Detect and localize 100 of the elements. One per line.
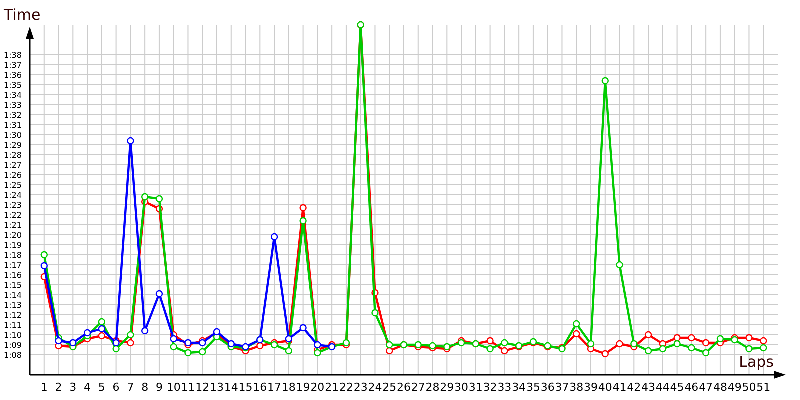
point [98,332,106,340]
point [55,337,62,345]
x-tick-label: 6 [112,381,120,394]
point [644,347,652,355]
x-tick-label: 25 [382,381,397,394]
y-tick-label: 1:12 [4,310,22,320]
x-tick-label: 36 [540,381,555,394]
point [156,195,164,203]
point [270,233,278,241]
point [314,349,322,357]
x-tick-label: 3 [70,381,77,394]
point [688,334,696,342]
y-tick-label: 1:08 [4,350,22,360]
x-tick-label: 19 [296,381,310,394]
x-tick-label: 9 [156,381,163,394]
y-tick-label: 1:38 [4,50,22,60]
x-axis-title: Laps [739,353,774,371]
x-tick-label: 35 [526,381,540,394]
point [616,261,624,269]
point [127,339,134,347]
x-tick-label: 32 [483,381,498,394]
point [300,217,307,225]
point [141,193,149,201]
point [501,347,508,355]
point [659,345,667,353]
x-tick-label: 33 [498,381,512,394]
point [602,77,609,85]
y-tick-label: 1:29 [4,140,22,150]
x-tick-label: 7 [127,381,134,394]
x-tick-label: 5 [98,381,106,394]
point [40,251,48,259]
x-tick-label: 34 [512,381,526,394]
point [285,347,293,355]
y-tick-label: 1:33 [4,100,22,110]
y-tick-label: 1:30 [4,130,22,140]
point [314,341,322,349]
x-tick-label: 40 [598,381,612,394]
point [386,341,394,349]
x-tick-label: 15 [238,381,253,394]
x-tick-label: 45 [670,381,684,394]
y-tick-label: 1:24 [4,190,22,200]
point [228,340,235,348]
x-tick-label: 27 [411,381,426,394]
y-tick-label: 1:25 [4,180,22,190]
point [674,340,681,348]
point [199,348,206,356]
y-tick-label: 1:11 [4,320,22,330]
point [170,343,178,351]
x-tick-label: 41 [612,381,627,394]
x-tick-label: 12 [196,381,210,394]
x-tick-label: 1 [40,381,48,394]
point [372,309,379,317]
x-tick-label: 20 [310,381,325,394]
x-tick-label: 18 [282,381,296,394]
y-tick-label: 1:35 [4,80,22,90]
y-tick-label: 1:18 [4,250,22,260]
x-tick-label: 28 [426,381,440,394]
y-tick-label: 1:19 [4,240,22,250]
x-tick-label: 49 [728,381,742,394]
point [760,344,768,352]
point [141,327,149,335]
point [716,335,724,343]
x-tick-label: 29 [440,381,454,394]
point [573,330,580,338]
y-tick-label: 1:20 [4,230,22,240]
point [702,349,710,357]
y-tick-label: 1:09 [4,340,22,350]
y-tick-label: 1:26 [4,170,22,180]
point [98,325,106,333]
x-tick-label: 23 [354,381,368,394]
x-tick-label: 51 [756,381,771,394]
x-tick-label: 14 [224,381,238,394]
x-tick-label: 46 [684,381,699,394]
x-tick-label: 16 [253,381,268,394]
x-tick-label: 10 [166,381,181,394]
y-tick-label: 1:34 [4,90,22,100]
point [84,329,92,337]
y-tick-label: 1:21 [4,220,22,230]
x-tick-label: 39 [584,381,598,394]
point [760,337,768,345]
point [40,262,48,270]
point [112,345,120,353]
point [501,339,508,347]
y-tick-label: 1:17 [4,260,22,270]
point [674,334,681,342]
point [156,290,164,298]
y-tick-label: 1:31 [4,120,22,130]
x-tick-label: 48 [713,381,728,394]
x-tick-label: 11 [181,381,196,394]
y-tick-label: 1:37 [4,60,22,70]
point [300,324,307,332]
point [486,345,494,353]
x-tick-label: 37 [555,381,570,394]
x-tick-label: 8 [142,381,149,394]
x-tick-label: 43 [642,381,656,394]
x-tick-label: 24 [368,381,382,394]
point [256,342,264,350]
y-tick-label: 1:16 [4,270,22,280]
point [184,349,192,357]
x-tick-label: 31 [468,381,483,394]
